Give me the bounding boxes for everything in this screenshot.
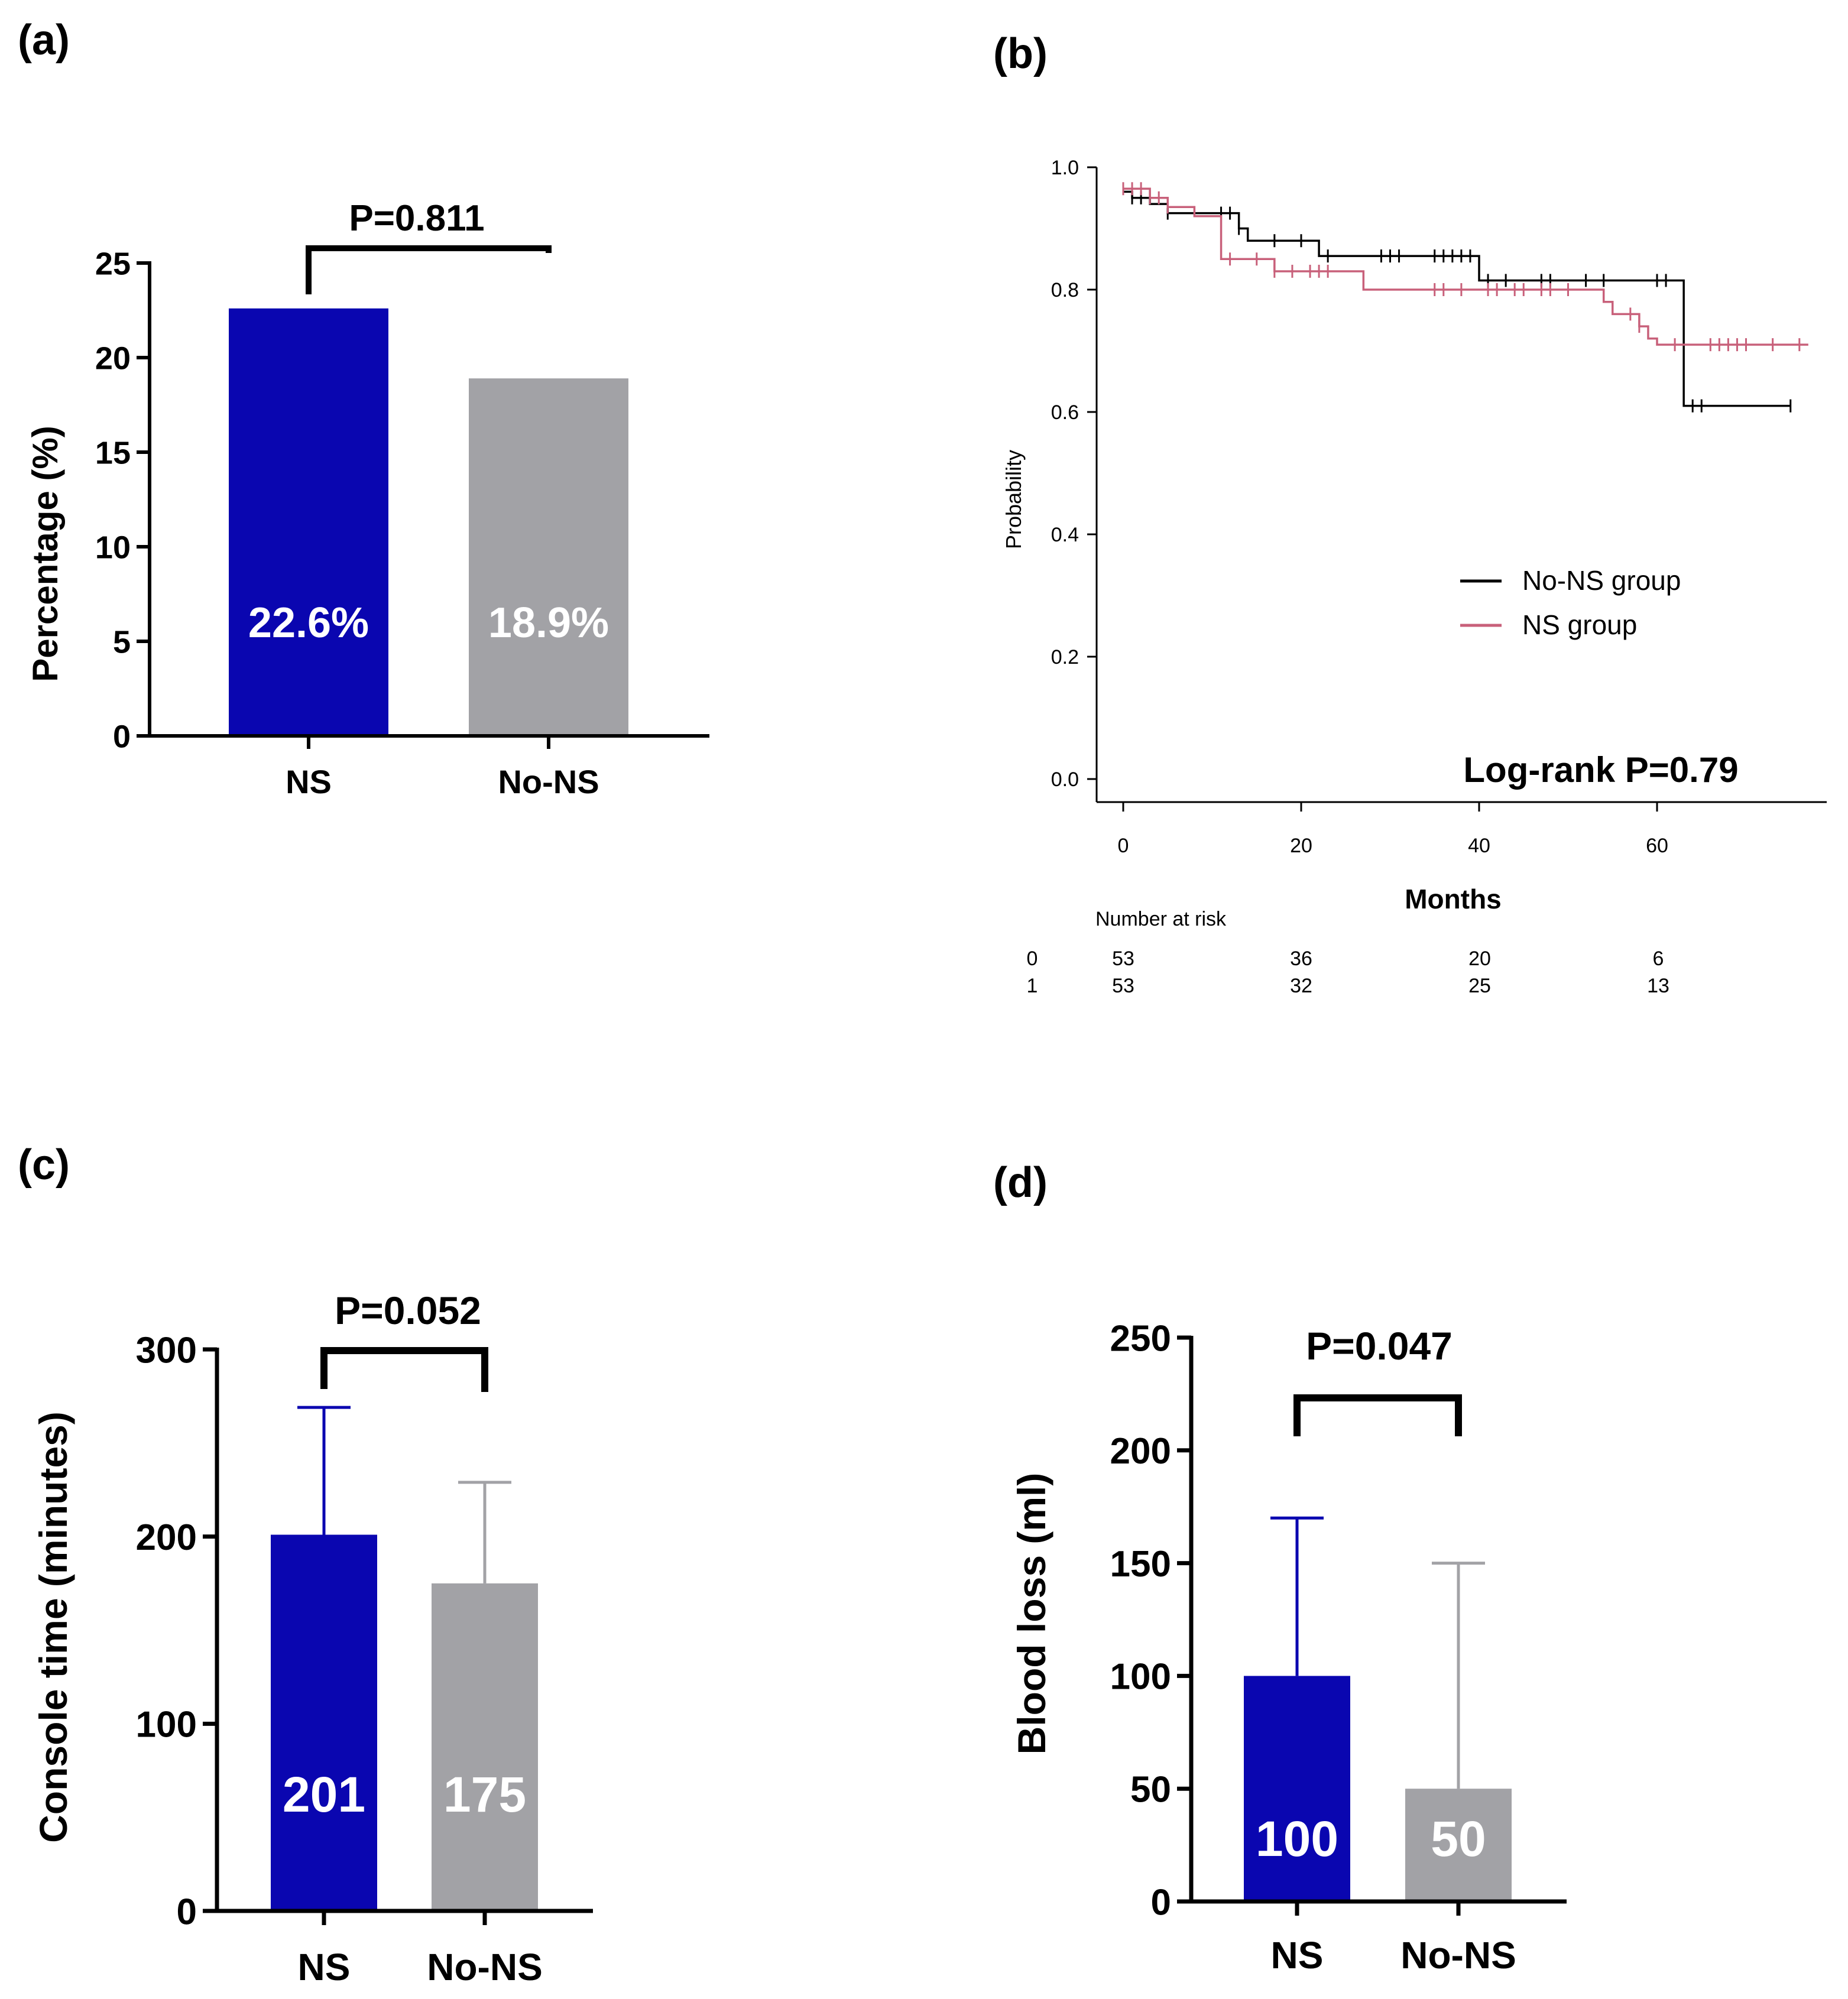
chart-c-pvalue: P=0.052 — [335, 1289, 481, 1332]
risk-table-title: Number at risk — [1095, 908, 1227, 930]
chart-a-pvalue: P=0.811 — [349, 198, 484, 239]
risk-row-1-count: 13 — [1647, 975, 1669, 997]
risk-row-1-group: 1 — [1027, 975, 1038, 997]
risk-row-0-count: 53 — [1112, 947, 1134, 970]
data-label: 50 — [1431, 1811, 1486, 1867]
km-y-tick-label: 0.0 — [1051, 768, 1079, 791]
chart-a-ylabel: Percentage (%) — [25, 426, 65, 682]
risk-row-1-count: 32 — [1290, 975, 1312, 997]
chart-a: Percentage (%) P=0.811 0 5 10 15 20 25 NS No-NS… — [25, 198, 709, 800]
y-tick-label: 300 — [136, 1330, 197, 1371]
km-y-tick-label: 1.0 — [1051, 157, 1079, 179]
chart-b-logrank: Log-rank P=0.79 — [1463, 750, 1738, 790]
y-tick-label: 200 — [1110, 1431, 1171, 1472]
bar-ns — [229, 308, 388, 736]
chart-b-ylabel: Probability — [1001, 450, 1026, 549]
km-curve-no-ns — [1123, 190, 1791, 407]
bar-no-ns — [1405, 1789, 1512, 1901]
y-tick-label: 10 — [95, 530, 131, 565]
km-x-tick-label: 0 — [1118, 835, 1129, 857]
significance-bracket — [320, 1347, 488, 1392]
panel-label-a: (a) — [18, 17, 70, 64]
y-tick-label: 250 — [1110, 1318, 1171, 1359]
km-x-tick-label: 20 — [1290, 835, 1312, 857]
y-tick-label: 20 — [95, 340, 131, 376]
y-tick-label: 50 — [1130, 1770, 1171, 1810]
risk-row-0-count: 20 — [1468, 947, 1491, 970]
risk-row-0-count: 6 — [1653, 947, 1664, 970]
y-tick-label: 200 — [136, 1517, 197, 1558]
data-label: 100 — [1256, 1811, 1338, 1867]
panel-label-c: (c) — [18, 1141, 70, 1189]
y-tick-label: 150 — [1110, 1544, 1171, 1585]
chart-c: Console time (minutes) P=0.052 0 100 200 30… — [31, 1289, 593, 1988]
risk-row-0-group: 0 — [1027, 947, 1038, 970]
legend-label-ns: NS group — [1522, 609, 1637, 640]
chart-d-ylabel: Blood loss (ml) — [1010, 1473, 1053, 1755]
risk-row-1-count: 25 — [1468, 975, 1491, 997]
x-tick-label: No-NS — [1400, 1934, 1516, 1977]
panel-label-b: (b) — [993, 30, 1048, 77]
y-tick-label: 25 — [95, 246, 131, 281]
bar-ns — [1244, 1676, 1350, 1901]
km-y-tick-label: 0.2 — [1051, 646, 1079, 669]
km-curve-ns — [1123, 187, 1808, 346]
chart-d-pvalue: P=0.047 — [1306, 1324, 1453, 1368]
chart-d: Blood loss (ml) P=0.047 0 50 100 150 200 250 N… — [1010, 1318, 1567, 1977]
data-label: 175 — [443, 1767, 526, 1822]
significance-bracket — [1293, 1394, 1462, 1436]
data-label: 18.9% — [488, 599, 609, 647]
x-tick-label: No-NS — [498, 763, 599, 800]
risk-row-1-count: 53 — [1112, 975, 1134, 997]
x-tick-label: NS — [286, 763, 332, 800]
y-tick-label: 0 — [177, 1891, 197, 1932]
risk-row-0-count: 36 — [1290, 947, 1312, 970]
bar-no-ns — [432, 1583, 538, 1911]
significance-bracket — [306, 245, 552, 294]
km-x-tick-label: 60 — [1646, 835, 1668, 857]
data-label: 22.6% — [248, 599, 369, 647]
y-tick-label: 5 — [113, 624, 131, 660]
km-y-tick-label: 0.6 — [1051, 401, 1079, 424]
km-y-tick-label: 0.8 — [1051, 279, 1079, 301]
data-label: 201 — [283, 1767, 365, 1822]
x-tick-label: NS — [298, 1946, 351, 1988]
y-tick-label: 0 — [113, 719, 131, 754]
chart-c-ylabel: Console time (minutes) — [31, 1411, 75, 1843]
y-tick-label: 0 — [1151, 1882, 1171, 1923]
x-tick-label: No-NS — [427, 1946, 543, 1988]
chart-b: Probability Months No-NS group NS group … — [1001, 157, 1827, 997]
x-tick-label: NS — [1271, 1934, 1324, 1977]
y-tick-label: 100 — [136, 1705, 197, 1745]
y-tick-label: 100 — [1110, 1657, 1171, 1698]
chart-b-xlabel: Months — [1405, 884, 1502, 914]
km-y-tick-label: 0.4 — [1051, 524, 1079, 546]
y-tick-label: 15 — [95, 435, 131, 470]
legend-label-no-ns: No-NS group — [1522, 565, 1681, 596]
km-x-tick-label: 40 — [1468, 835, 1490, 857]
bar-ns — [271, 1534, 377, 1911]
panel-label-d: (d) — [993, 1159, 1048, 1206]
bar-no-ns — [469, 378, 628, 736]
